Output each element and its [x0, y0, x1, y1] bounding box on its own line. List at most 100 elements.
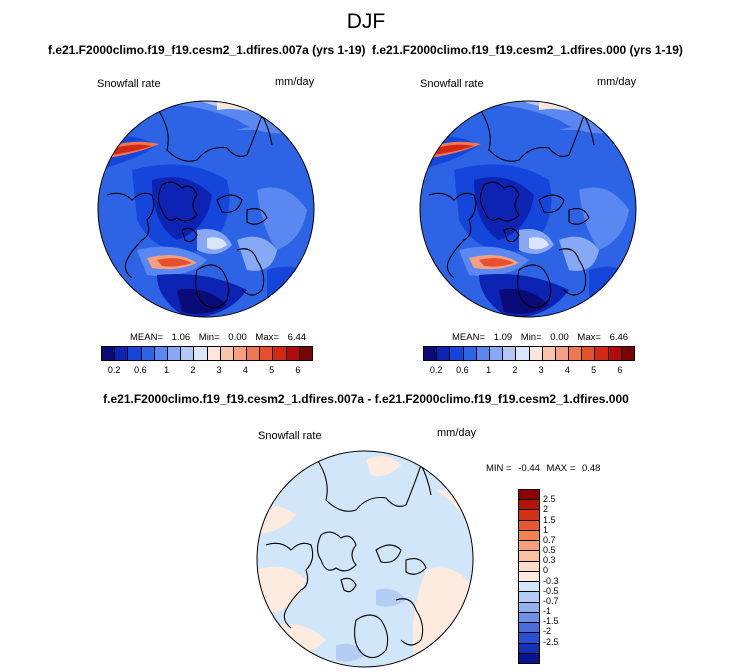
- colorbar-box: [489, 347, 504, 360]
- colorbar-tick-label: 0.7: [543, 534, 556, 545]
- colorbar-box: [519, 582, 539, 593]
- colorbar-box: [115, 347, 129, 360]
- colorbar-tick-label: 2.5: [543, 494, 556, 505]
- colorbar-box: [569, 347, 583, 360]
- diff-title: f.e21.F2000climo.f19_f19.cesm2_1.dfires.…: [103, 392, 629, 406]
- colorbar-box: [519, 510, 539, 521]
- colorbar-box: [519, 623, 539, 634]
- diff-variable: Snowfall rate: [258, 430, 322, 442]
- colorbar-box: [608, 347, 622, 360]
- panel2-mean-value: 1.09: [493, 332, 513, 343]
- colorbar-tick-label: 0.5: [543, 545, 556, 556]
- colorbar-tick-label: 2: [512, 365, 518, 375]
- colorbar-box: [463, 347, 477, 360]
- colorbar-box: [141, 347, 155, 360]
- panel2-min-value: 0.00: [550, 332, 569, 343]
- colorbar-box: [519, 602, 539, 613]
- colorbar-tick-label: 0.6: [134, 365, 147, 375]
- colorbar-tick-label: 3: [538, 365, 544, 375]
- colorbar-box: [519, 500, 539, 511]
- colorbar-tick-label: 1: [486, 365, 492, 375]
- panel1-max-value: 6.44: [287, 332, 307, 343]
- colorbar-tick-label: 0.6: [456, 365, 469, 375]
- colorbar-tick-label: -1: [543, 606, 552, 617]
- diff-min-label: MIN =: [486, 463, 512, 474]
- colorbar-box: [181, 347, 195, 360]
- colorbar-box: [529, 347, 543, 360]
- colorbar-tick-label: 4: [564, 365, 570, 375]
- diff-colorbar: [518, 489, 540, 664]
- colorbar-tick-label: 6: [295, 365, 301, 375]
- colorbar-box: [476, 347, 490, 360]
- colorbar-box: [595, 347, 609, 360]
- colorbar-box: [519, 520, 539, 531]
- colorbar-tick-label: 2: [190, 365, 196, 375]
- panel2-mean-label: MEAN=: [452, 332, 485, 343]
- colorbar-tick-label: 1: [543, 524, 549, 535]
- colorbar-box: [503, 347, 517, 360]
- colorbar-tick-label: 0.2: [107, 365, 121, 375]
- panel2-units: mm/day: [597, 76, 637, 88]
- panel1-min-value: 0.00: [228, 332, 247, 343]
- panel1-variable: Snowfall rate: [97, 78, 161, 90]
- panel1-units: mm/day: [275, 76, 315, 88]
- diff-units: mm/day: [437, 427, 477, 439]
- panel2-polar-map: [419, 100, 637, 318]
- colorbar-tick-label: -0.5: [543, 585, 559, 596]
- panel1-max-label: Max=: [255, 332, 279, 343]
- colorbar-box: [519, 530, 539, 542]
- figure-title: DJF: [346, 10, 386, 33]
- colorbar-tick-label: -2.5: [543, 636, 559, 647]
- colorbar-box: [519, 643, 539, 654]
- colorbar-box: [519, 612, 539, 624]
- panel2-variable: Snowfall rate: [420, 78, 484, 90]
- diff-polar-map: [256, 450, 474, 668]
- colorbar-box: [519, 633, 539, 644]
- panel2-min-label: Min=: [520, 332, 542, 343]
- colorbar-box: [519, 653, 539, 663]
- colorbar-box: [519, 592, 539, 603]
- diff-min-value: -0.44: [518, 463, 540, 474]
- colorbar-box: [519, 571, 539, 583]
- colorbar-tick-label: 0.2: [429, 365, 443, 375]
- diff-max-value: 0.48: [581, 463, 601, 474]
- colorbar-box: [450, 347, 464, 360]
- panel2-colorbar: [423, 346, 635, 361]
- colorbar-box: [519, 551, 539, 562]
- colorbar-tick-label: -1.5: [543, 616, 559, 627]
- colorbar-box: [273, 347, 287, 360]
- colorbar-box: [437, 347, 451, 360]
- panel1-mean-value: 1.06: [171, 332, 191, 343]
- colorbar-box: [424, 347, 438, 360]
- colorbar-tick-label: 5: [269, 365, 275, 375]
- colorbar-tick-label: 6: [617, 365, 623, 375]
- panel2-title: f.e21.F2000climo.f19_f19.cesm2_1.dfires.…: [372, 43, 683, 57]
- colorbar-tick-label: 2: [543, 504, 549, 515]
- colorbar-box: [102, 347, 116, 360]
- colorbar-box: [154, 347, 168, 360]
- colorbar-box: [128, 347, 142, 360]
- colorbar-tick-label: 4: [242, 365, 248, 375]
- colorbar-box: [194, 347, 208, 360]
- colorbar-box: [260, 347, 274, 360]
- colorbar-tick-label: 0: [543, 565, 549, 576]
- colorbar-box: [621, 347, 634, 360]
- panel2-max-value: 6.46: [609, 332, 629, 343]
- colorbar-box: [582, 347, 596, 360]
- colorbar-box: [519, 490, 539, 501]
- panel1-polar-map: [97, 100, 315, 318]
- panel2-max-label: Max=: [577, 332, 601, 343]
- diff-stats: MIN = -0.44 MAX = 0.48: [486, 463, 600, 474]
- colorbar-box: [555, 347, 570, 360]
- panel2-stats: MEAN= 1.09 Min= 0.00 Max= 6.46: [452, 332, 628, 343]
- colorbar-box: [542, 347, 556, 360]
- colorbar-tick-label: -0.3: [543, 575, 559, 586]
- colorbar-box: [286, 347, 300, 360]
- colorbar-box: [167, 347, 182, 360]
- colorbar-box: [299, 347, 312, 360]
- colorbar-box: [516, 347, 530, 360]
- diff-colorbar-ticks: 2.5 2 1.5 1 0.7 0.5 0.3 0 -0.3 -0.5 -0.7 -1 -1.5 -2 -2…: [543, 489, 583, 664]
- panel1-colorbar: [101, 346, 313, 361]
- colorbar-box: [519, 541, 539, 552]
- diff-max-label: MAX =: [546, 463, 576, 474]
